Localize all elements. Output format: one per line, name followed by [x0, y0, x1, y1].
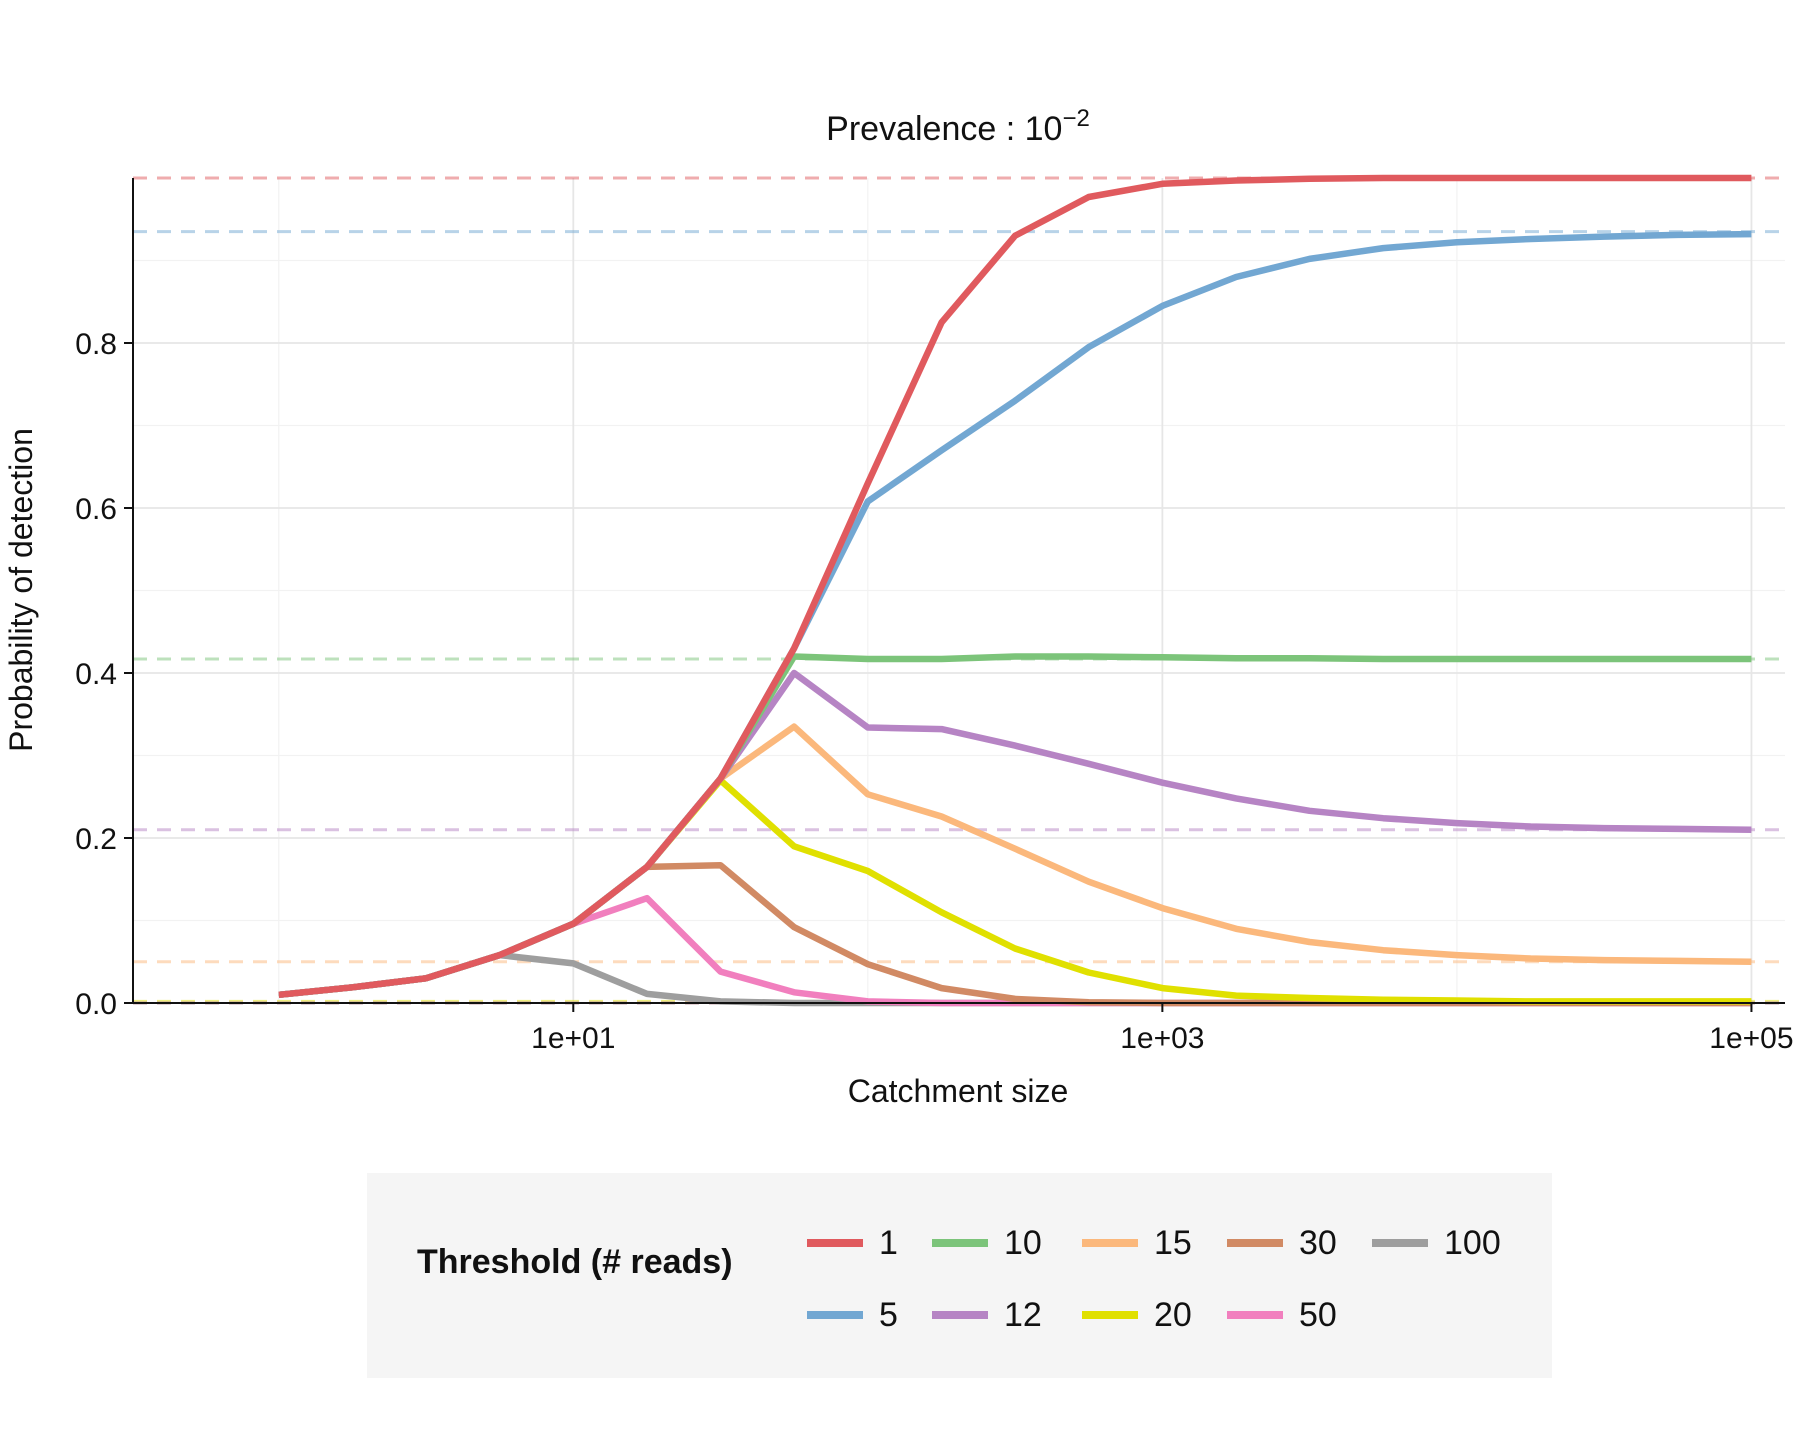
series-line-30 — [278, 861, 1752, 1007]
legend-swatch-15 — [1082, 1239, 1138, 1247]
x-tick-label: 1e+05 — [1709, 1022, 1793, 1055]
series-line-5 — [278, 230, 1752, 999]
legend: Threshold (# reads) 1 10 15 30 100 5 12 20 50 — [367, 1173, 1552, 1378]
legend-swatch-50 — [1227, 1311, 1283, 1319]
legend-label-30: 30 — [1299, 1223, 1337, 1262]
y-tick-label: 0.6 — [75, 493, 117, 526]
legend-item-5: 5 — [807, 1295, 898, 1335]
legend-swatch-1 — [807, 1239, 863, 1247]
legend-item-1: 1 — [807, 1223, 898, 1263]
legend-item-100: 100 — [1372, 1223, 1501, 1263]
y-tick-label: 0.8 — [75, 328, 117, 361]
y-axis-title: Probability of detection — [3, 428, 39, 752]
legend-swatch-12 — [932, 1311, 988, 1319]
chart-title: Prevalence : 10−2 — [826, 105, 1090, 148]
y-tick-label: 0.2 — [75, 823, 117, 856]
legend-label-50: 50 — [1299, 1295, 1337, 1334]
legend-item-10: 10 — [932, 1223, 1042, 1263]
x-tick-label: 1e+01 — [531, 1022, 615, 1055]
legend-label-15: 15 — [1154, 1223, 1192, 1262]
legend-item-50: 50 — [1227, 1295, 1337, 1335]
legend-swatch-30 — [1227, 1239, 1283, 1247]
legend-item-20: 20 — [1082, 1295, 1192, 1335]
x-axis-title: Catchment size — [848, 1073, 1069, 1109]
legend-item-30: 30 — [1227, 1223, 1337, 1263]
chart-title-exponent: −2 — [1062, 105, 1089, 132]
y-tick-label: 0.4 — [75, 658, 117, 691]
legend-title: Threshold (# reads) — [417, 1243, 733, 1281]
series-line-1 — [278, 174, 1752, 999]
legend-label-5: 5 — [879, 1295, 898, 1334]
legend-label-1: 1 — [879, 1223, 898, 1262]
legend-label-100: 100 — [1444, 1223, 1501, 1262]
legend-label-12: 12 — [1004, 1295, 1042, 1334]
legend-item-15: 15 — [1082, 1223, 1192, 1263]
axes: 1e+01 1e+03 1e+05 0.0 0.2 0.4 0.6 0.8 — [75, 178, 1794, 1055]
chart-title-base: Prevalence : 10 — [826, 110, 1062, 148]
legend-label-20: 20 — [1154, 1295, 1192, 1334]
legend-label-10: 10 — [1004, 1223, 1042, 1262]
legend-swatch-20 — [1082, 1311, 1138, 1319]
x-tick-label: 1e+03 — [1120, 1022, 1204, 1055]
legend-swatch-5 — [807, 1311, 863, 1319]
y-tick-label: 0.0 — [75, 988, 117, 1021]
legend-swatch-10 — [932, 1239, 988, 1247]
legend-swatch-100 — [1372, 1239, 1428, 1247]
legend-item-12: 12 — [932, 1295, 1042, 1335]
series-line-20 — [278, 777, 1752, 1005]
